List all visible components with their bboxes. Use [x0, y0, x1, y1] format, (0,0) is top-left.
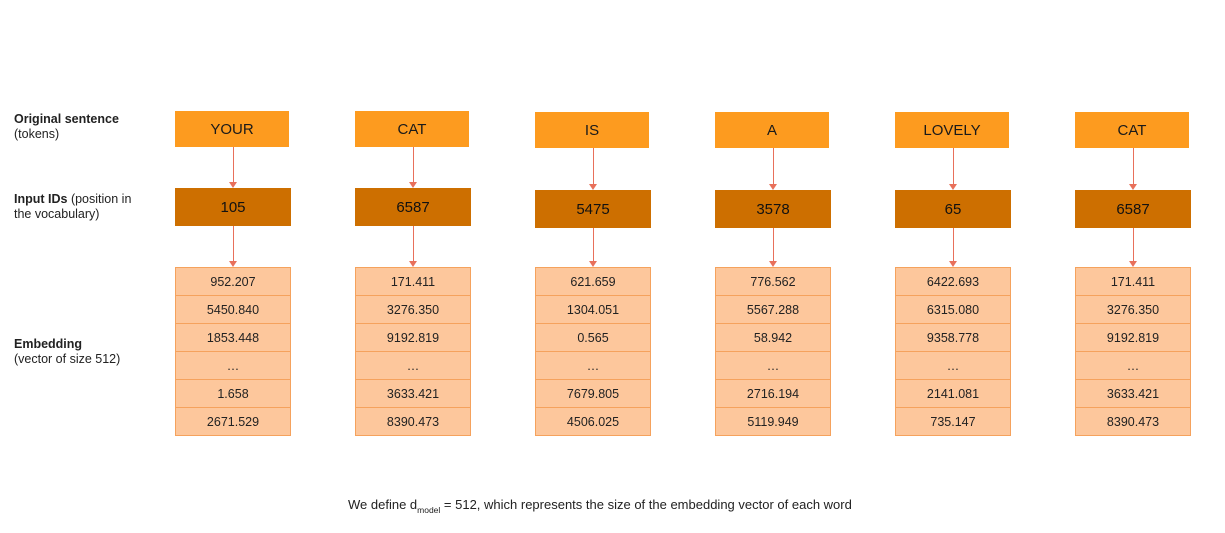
embedding-value: 1.658: [176, 380, 290, 407]
arrow-down-icon: [587, 148, 599, 190]
token-column: CAT 6587 171.411 3276.350 9192.819… 3633.421 8…: [355, 0, 471, 533]
label-embedding-subtitle: (vector of size 512): [14, 352, 121, 366]
token-column: A 3578 776.562 5567.288 58.942… 2716.194 5119.…: [715, 0, 831, 533]
label-embedding: Embedding (vector of size 512): [14, 337, 120, 367]
embedding-value: 5450.840: [176, 296, 290, 323]
embedding-value: 952.207: [176, 268, 290, 295]
input-id-box: 6587: [1075, 190, 1191, 228]
embedding-value: 735.147: [896, 408, 1010, 435]
arrow-down-icon: [767, 228, 779, 267]
embedding-value: 0.565: [536, 324, 650, 351]
footnote: We define dmodel = 512, which represents…: [348, 497, 852, 515]
embedding-value: …: [716, 352, 830, 379]
embedding-value: …: [176, 352, 290, 379]
token-column: LOVELY 65 6422.693 6315.080 9358.778… 2141.08…: [895, 0, 1011, 533]
embedding-value: 171.411: [1076, 268, 1190, 295]
footnote-prefix: We define d: [348, 497, 418, 512]
input-id-box: 105: [175, 188, 291, 226]
token-box: YOUR: [175, 111, 289, 147]
embedding-value: 6422.693: [896, 268, 1010, 295]
embedding-value: 7679.805: [536, 380, 650, 407]
embedding-value: 8390.473: [356, 408, 470, 435]
embedding-value: 621.659: [536, 268, 650, 295]
arrow-down-icon: [1127, 228, 1139, 267]
arrow-down-icon: [227, 147, 239, 188]
embedding-value: 6315.080: [896, 296, 1010, 323]
embedding-value: 4506.025: [536, 408, 650, 435]
embedding-value: 2716.194: [716, 380, 830, 407]
embedding-value: 2671.529: [176, 408, 290, 435]
label-original-sentence-title: Original sentence: [14, 112, 119, 126]
embedding-vector: 171.411 3276.350 9192.819… 3633.421 8390.473: [355, 267, 471, 436]
embedding-vector: 171.411 3276.350 9192.819… 3633.421 8390.473: [1075, 267, 1191, 436]
arrow-down-icon: [407, 226, 419, 267]
input-id-box: 3578: [715, 190, 831, 228]
arrow-down-icon: [587, 228, 599, 267]
input-id-box: 5475: [535, 190, 651, 228]
embedding-vector: 6422.693 6315.080 9358.778… 2141.081 735.147: [895, 267, 1011, 436]
token-box: CAT: [355, 111, 469, 147]
label-input-ids-title: Input IDs: [14, 192, 68, 206]
label-input-ids: Input IDs (position in the vocabulary): [14, 192, 131, 222]
embedding-value: 3633.421: [1076, 380, 1190, 407]
footnote-subscript: model: [417, 505, 441, 515]
label-original-sentence-subtitle: (tokens): [14, 127, 60, 141]
arrow-down-icon: [947, 228, 959, 267]
embedding-value: 5119.949: [716, 408, 830, 435]
label-input-ids-subtitle-2: the vocabulary): [14, 207, 100, 221]
input-id-box: 65: [895, 190, 1011, 228]
embedding-value: 776.562: [716, 268, 830, 295]
embedding-value: 9192.819: [356, 324, 470, 351]
embedding-value: 5567.288: [716, 296, 830, 323]
arrow-down-icon: [947, 148, 959, 190]
token-box: LOVELY: [895, 112, 1009, 148]
arrow-down-icon: [767, 148, 779, 190]
embedding-vector: 776.562 5567.288 58.942… 2716.194 5119.949: [715, 267, 831, 436]
embedding-value: …: [356, 352, 470, 379]
embedding-value: 171.411: [356, 268, 470, 295]
embedding-value: …: [1076, 352, 1190, 379]
embedding-value: 1304.051: [536, 296, 650, 323]
embedding-vector: 952.207 5450.840 1853.448… 1.658 2671.529: [175, 267, 291, 436]
embedding-value: 9358.778: [896, 324, 1010, 351]
embedding-vector: 621.659 1304.051 0.565… 7679.805 4506.025: [535, 267, 651, 436]
token-column: CAT 6587 171.411 3276.350 9192.819… 3633.421 8…: [1075, 0, 1191, 533]
label-embedding-title: Embedding: [14, 337, 83, 351]
embedding-value: 3276.350: [356, 296, 470, 323]
arrow-down-icon: [1127, 148, 1139, 190]
token-box: CAT: [1075, 112, 1189, 148]
arrow-down-icon: [407, 147, 419, 188]
embedding-value: …: [536, 352, 650, 379]
embedding-value: 3276.350: [1076, 296, 1190, 323]
embedding-value: 58.942: [716, 324, 830, 351]
embedding-value: …: [896, 352, 1010, 379]
arrow-down-icon: [227, 226, 239, 267]
footnote-suffix: = 512, which represents the size of the …: [440, 497, 852, 512]
label-original-sentence: Original sentence (tokens): [14, 112, 119, 142]
embedding-value: 9192.819: [1076, 324, 1190, 351]
token-column: YOUR 105 952.207 5450.840 1853.448… 1.658 2671…: [175, 0, 291, 533]
token-box: A: [715, 112, 829, 148]
embedding-value: 3633.421: [356, 380, 470, 407]
input-id-box: 6587: [355, 188, 471, 226]
label-input-ids-subtitle-1: (position in: [67, 192, 132, 206]
embedding-value: 1853.448: [176, 324, 290, 351]
embedding-value: 2141.081: [896, 380, 1010, 407]
token-column: IS 5475 621.659 1304.051 0.565… 7679.805 4506.…: [535, 0, 651, 533]
embedding-value: 8390.473: [1076, 408, 1190, 435]
token-box: IS: [535, 112, 649, 148]
